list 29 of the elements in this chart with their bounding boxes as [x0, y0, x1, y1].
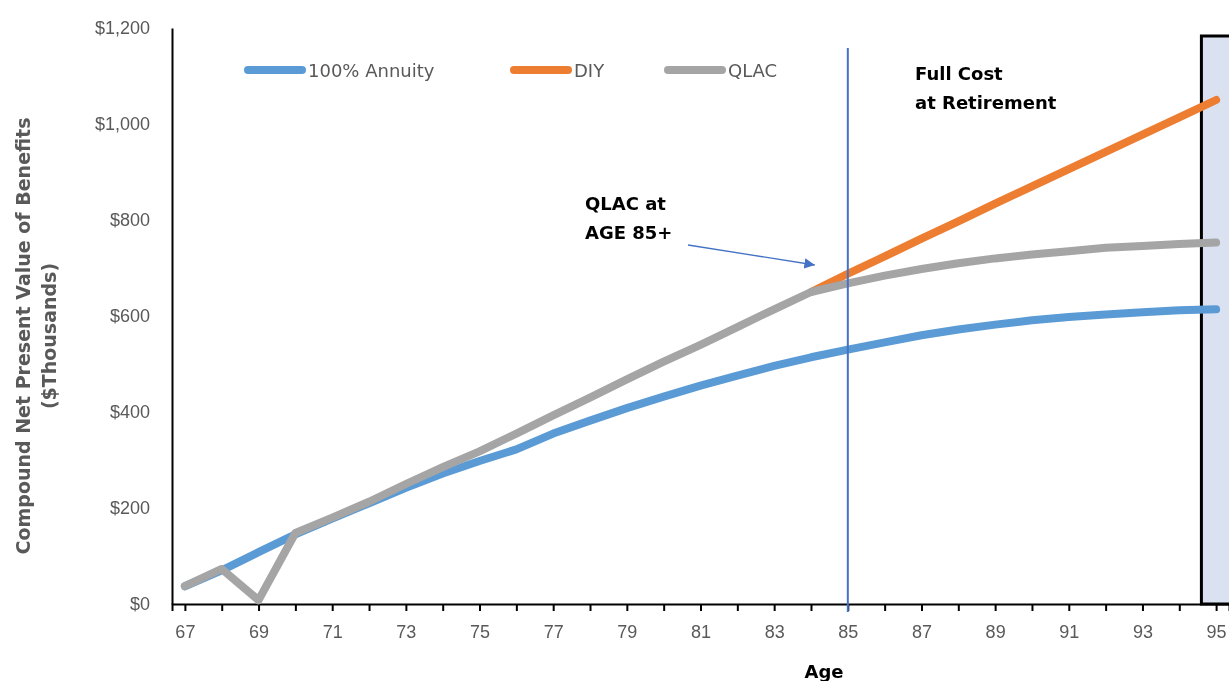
legend-label: 100% Annuity — [308, 60, 435, 81]
x-tick-label: 71 — [322, 621, 343, 642]
x-tick-label: 81 — [690, 621, 712, 642]
x-tick-label: 75 — [470, 621, 491, 642]
x-tick-label: 91 — [1059, 621, 1080, 642]
x-tick-label: 93 — [1132, 621, 1153, 642]
annotation: Full Cost at Retirement — [915, 63, 1057, 113]
x-tick-label: 77 — [543, 621, 564, 642]
x-tick-label: 95 — [1206, 621, 1227, 642]
x-tick-label: 79 — [617, 621, 638, 642]
y-tick-label: $0 — [129, 594, 150, 615]
y-tick-label: $1,200 — [94, 18, 150, 39]
y-tick-label: $600 — [109, 306, 150, 327]
x-tick-label: 85 — [838, 621, 859, 642]
annotation: QLAC at AGE 85+ — [585, 193, 673, 243]
y-tick-label: $200 — [109, 498, 150, 519]
y-tick-label: $800 — [109, 210, 150, 231]
legend-label: QLAC — [728, 60, 778, 81]
x-tick-label: 67 — [175, 621, 196, 642]
y-tick-label: $1,000 — [94, 114, 150, 135]
x-tick-label: 89 — [985, 621, 1006, 642]
y-axis-title: Compound Net Present Value of Benefits ($Thousands) — [12, 117, 60, 555]
y-tick-label: $400 — [109, 402, 150, 423]
x-tick-label: 87 — [911, 621, 932, 642]
x-tick-label: 69 — [249, 621, 270, 642]
legend-label: DIY — [574, 60, 606, 81]
x-tick-label: 83 — [764, 621, 785, 642]
x-tick-label: 73 — [396, 621, 417, 642]
x-axis-title: Age — [804, 661, 844, 681]
